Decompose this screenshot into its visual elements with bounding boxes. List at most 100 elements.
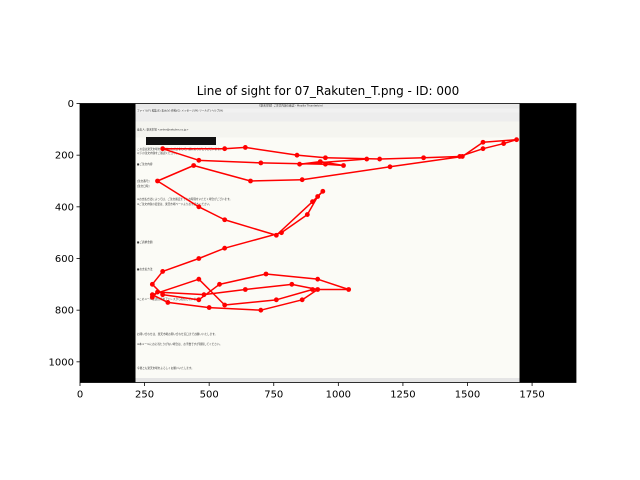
gaze-segment — [482, 142, 504, 150]
gaze-point — [289, 281, 295, 287]
email-menubar — [135, 108, 520, 113]
gaze-point — [222, 245, 228, 251]
gaze-segment — [281, 213, 308, 234]
gaze-point — [297, 161, 302, 167]
gaze-point — [323, 155, 328, 161]
gaze-segment — [302, 166, 391, 181]
gaze-segment — [198, 206, 226, 221]
y-tick-label: 800 — [55, 306, 74, 317]
email-statusbar — [135, 378, 520, 383]
gaze-point — [217, 281, 222, 287]
x-tick-label: 0 — [77, 390, 83, 401]
email-text-line: ■ご請求金額 — [137, 240, 153, 244]
gaze-segment — [157, 180, 200, 208]
gaze-point — [149, 281, 155, 287]
x-tick-label: 1500 — [455, 390, 480, 401]
gaze-point — [201, 292, 207, 298]
gaze-point — [242, 145, 248, 150]
gaze-point — [206, 305, 212, 310]
gaze-point — [273, 232, 279, 238]
gaze-segment — [162, 257, 200, 273]
email-redacted-block — [146, 137, 216, 145]
gaze-point — [315, 287, 321, 292]
y-tick-label: 600 — [55, 254, 74, 265]
gaze-point — [480, 146, 486, 152]
gaze-point — [258, 160, 264, 166]
gaze-points — [149, 137, 519, 313]
email-text-line: ※本メールにお心当たりがない場合は、お手数ですが削除してください。 — [137, 342, 222, 346]
gaze-segment — [325, 163, 344, 167]
gaze-point — [196, 276, 202, 282]
y-axis: 0 200 400 600 800 1000 — [49, 99, 80, 368]
email-text-line: お問い合わせは、楽天市場お問い合わせ窓口までお願いいたします。 — [137, 332, 217, 336]
gaze-segment — [151, 270, 164, 285]
gaze-segment — [245, 283, 292, 291]
gaze-point — [196, 256, 202, 261]
gaze-segment — [276, 288, 313, 301]
gaze-point — [248, 178, 253, 184]
x-tick-label: 250 — [135, 390, 154, 401]
gaze-point — [222, 146, 228, 152]
gaze-segment — [219, 273, 267, 286]
gaze-segment — [162, 147, 200, 162]
gaze-point — [304, 212, 310, 217]
y-tick-label: 400 — [55, 202, 74, 213]
gaze-point — [299, 297, 305, 303]
gaze-point — [377, 156, 383, 162]
gaze-segment — [301, 288, 319, 301]
gaze-point — [258, 307, 264, 313]
gaze-point — [387, 164, 393, 170]
gaze-segment — [224, 146, 246, 150]
gaze-point — [514, 137, 519, 143]
gaze-point — [317, 159, 323, 165]
gaze-point — [222, 302, 228, 308]
gaze-segment — [260, 162, 326, 165]
email-text-line: [注文番号] — [137, 179, 149, 183]
email-text-line: ※このメールは送信専用アドレスから配信しています。 — [137, 297, 201, 301]
gaze-segment — [325, 157, 380, 160]
gaze-point — [320, 188, 326, 194]
gaze-point — [421, 155, 426, 161]
email-text-line: 今後とも楽天市場をよろしくお願いいたします。 — [137, 366, 194, 370]
gaze-point — [364, 156, 370, 162]
email-text-line: ファイル(F) 編集(E) 表示(V) 移動(G) メッセージ(M) ツール(T… — [137, 109, 223, 113]
x-axis: 0 250 500 750 1000 1250 1500 1750 — [77, 382, 545, 401]
gaze-point — [196, 157, 202, 163]
gaze-point — [501, 141, 507, 146]
axes-frame — [79, 103, 577, 383]
gaze-point — [310, 199, 315, 205]
x-tick-label: 750 — [264, 390, 283, 401]
y-tick-label: 200 — [55, 151, 74, 162]
email-text-line: 【楽天市場】ご注文内容の確認 - Mozilla Thunderbird — [258, 104, 323, 108]
email-text-line: ■ご注文内容 — [137, 162, 153, 166]
gaze-point — [160, 146, 166, 152]
gaze-segment — [482, 138, 517, 143]
gaze-point — [341, 163, 346, 168]
email-window — [135, 103, 520, 383]
gaze-segment — [423, 155, 460, 159]
email-text-line: ※お支払方法によっては、ご注文確定までにお時間をいただく場合がございます。 — [137, 197, 232, 201]
gaze-point — [222, 217, 228, 223]
gaze-point — [160, 292, 166, 298]
gaze-segment — [157, 291, 205, 296]
plot-area: 【楽天市場】ご注文内容の確認 - Mozilla Thunderbird ファイル… — [80, 103, 576, 383]
gaze-point — [299, 177, 305, 183]
gaze-point — [263, 271, 269, 277]
gaze-point — [242, 287, 248, 292]
gaze-point — [149, 294, 155, 300]
email-screenshot: 【楽天市場】ご注文内容の確認 - Mozilla Thunderbird ファイル… — [135, 103, 520, 383]
gaze-segment — [198, 247, 225, 260]
gaze-point — [196, 204, 202, 210]
x-tick-label: 1750 — [519, 390, 544, 401]
email-header-pane — [135, 121, 520, 138]
gaze-segment — [151, 293, 169, 304]
gaze-segment — [167, 301, 210, 309]
gaze-segment — [306, 196, 319, 215]
y-tick-label: 1000 — [49, 357, 74, 368]
email-text-line: ※ご注文内容の変更は、楽天市場ページよりお手続きください。 — [137, 202, 212, 206]
gaze-segment — [250, 178, 303, 182]
email-text-line: ■お支払方法 — [137, 267, 153, 271]
gaze-point — [480, 139, 486, 145]
gaze-point — [294, 152, 300, 158]
